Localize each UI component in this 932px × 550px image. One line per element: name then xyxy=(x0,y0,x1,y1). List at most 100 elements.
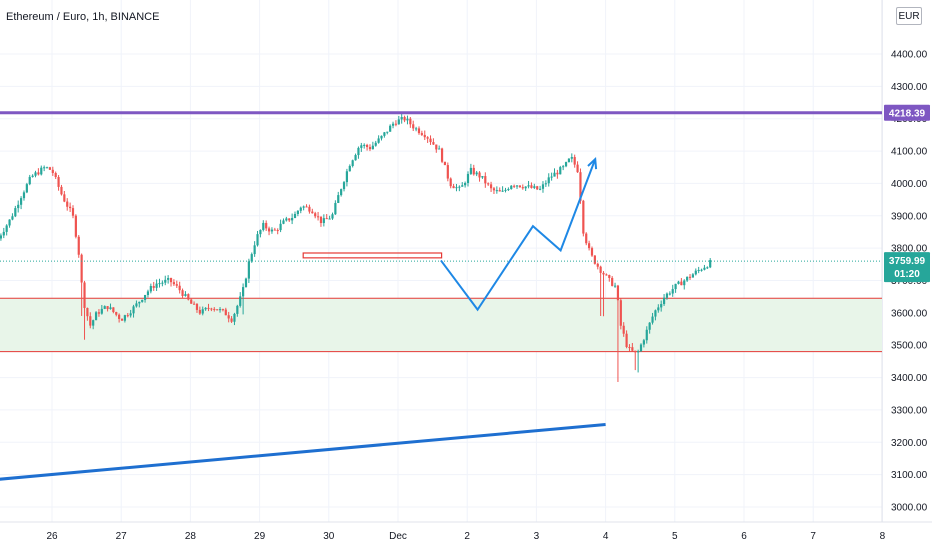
candle-body xyxy=(201,309,204,314)
candle-body xyxy=(129,313,132,316)
candle-body xyxy=(469,167,472,174)
currency-button[interactable]: EUR xyxy=(896,7,922,25)
candle-body xyxy=(351,160,354,166)
candle-body xyxy=(207,307,210,309)
candle-body xyxy=(143,295,147,300)
candle-body xyxy=(530,185,533,188)
candle-body xyxy=(43,167,46,169)
candle-body xyxy=(181,290,184,296)
candle-body xyxy=(247,261,250,279)
candle-body xyxy=(593,255,596,264)
candle-body xyxy=(547,177,550,184)
candle-body xyxy=(190,299,193,304)
candle-body xyxy=(697,269,700,271)
projection-path xyxy=(440,158,597,312)
candle-body xyxy=(239,296,242,306)
candle-body xyxy=(279,223,282,231)
candle-body xyxy=(293,213,297,218)
candle-body xyxy=(504,189,507,191)
candle-body xyxy=(553,172,556,177)
resistance-badge-label: 4218.39 xyxy=(889,108,926,119)
candle-body xyxy=(158,283,161,285)
candle-body xyxy=(256,234,259,246)
candle-body xyxy=(524,186,527,189)
candle-body xyxy=(461,185,464,187)
candle-body xyxy=(331,214,334,219)
candle-body xyxy=(582,200,585,234)
candle-body xyxy=(204,307,207,310)
candle-body xyxy=(288,218,291,221)
candle-body xyxy=(169,277,173,283)
candle-body xyxy=(429,138,432,143)
candle-body xyxy=(291,217,294,221)
candle-body xyxy=(498,190,501,192)
candle-body xyxy=(80,254,83,283)
candle-body xyxy=(305,206,308,208)
candle-body xyxy=(446,165,449,179)
candle-body xyxy=(694,270,697,275)
candle-body xyxy=(265,222,268,229)
price-axis[interactable]: 3000.00 3100.00 3200.00 3300.00 3400.00 3500.… xyxy=(884,50,930,514)
candle-body xyxy=(340,189,343,196)
candle-body xyxy=(544,183,547,185)
candle-body xyxy=(573,157,576,165)
x-tick-label: 30 xyxy=(323,531,335,542)
candle-body xyxy=(420,133,423,135)
candle-body xyxy=(394,123,398,125)
candle-body xyxy=(273,229,276,231)
candle-body xyxy=(149,286,152,292)
current-price-label: 3759.99 xyxy=(889,256,926,267)
candle-body xyxy=(665,293,669,298)
y-tick-label: 3800.00 xyxy=(891,244,928,255)
candle-body xyxy=(135,303,138,307)
candle-body xyxy=(167,277,170,280)
candle-body xyxy=(172,282,176,285)
x-tick-label: 2 xyxy=(464,531,470,542)
candle-body xyxy=(141,299,144,302)
candle-body xyxy=(221,309,225,311)
candle-body xyxy=(642,340,645,345)
candle-body xyxy=(103,306,106,309)
time-axis[interactable]: 26 27 28 29 30 Dec 2 3 4 5 6 7 8 xyxy=(46,531,885,542)
candle-body xyxy=(631,347,634,351)
candle-body xyxy=(17,204,20,209)
x-tick-label: 28 xyxy=(185,531,197,542)
candle-body xyxy=(501,190,504,192)
resistance-box xyxy=(302,252,443,259)
candle-body xyxy=(224,309,227,316)
candle-body xyxy=(634,350,637,353)
candle-body xyxy=(178,285,181,291)
candle-body xyxy=(391,123,395,126)
candle-body xyxy=(527,185,530,187)
candle-body xyxy=(521,187,524,189)
candle-body xyxy=(28,176,31,185)
candle-body xyxy=(371,145,374,150)
candle-body xyxy=(345,171,349,183)
candle-body xyxy=(120,318,124,321)
candle-body xyxy=(48,167,52,170)
candle-body xyxy=(253,245,256,255)
candle-body xyxy=(654,310,657,317)
candle-body xyxy=(218,309,222,311)
candle-body xyxy=(40,167,43,175)
candle-body xyxy=(541,184,545,189)
candle-body xyxy=(475,172,478,175)
x-tick-label: 8 xyxy=(880,531,886,542)
candle-body xyxy=(285,218,288,221)
candle-body xyxy=(686,276,689,281)
candle-body xyxy=(700,269,703,271)
candle-body xyxy=(262,222,265,230)
candle-body xyxy=(8,219,11,226)
candle-body xyxy=(639,344,643,352)
candlesticks xyxy=(0,113,712,382)
x-tick-label: 5 xyxy=(672,531,678,542)
candle-body xyxy=(2,231,5,236)
candle-body xyxy=(625,333,628,348)
candle-body xyxy=(386,131,389,133)
candle-body xyxy=(14,208,17,217)
candle-body xyxy=(576,164,579,173)
candle-body xyxy=(657,307,660,311)
candle-body xyxy=(380,135,383,139)
candle-body xyxy=(611,277,614,286)
